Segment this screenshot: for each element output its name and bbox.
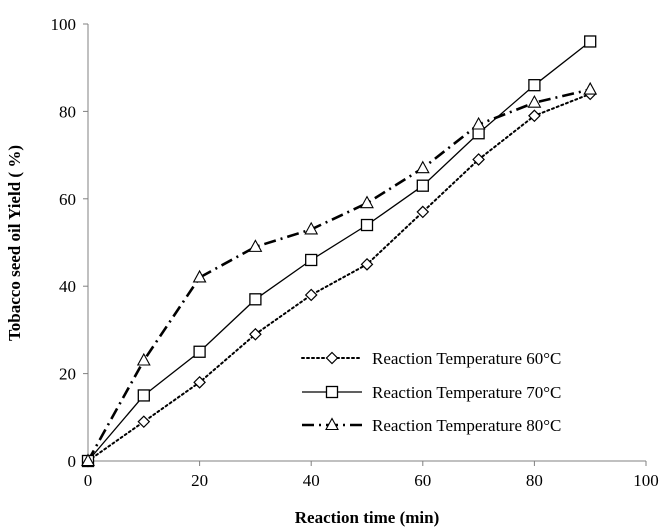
data-point-triangle [471, 116, 486, 130]
data-point-triangle [360, 195, 374, 209]
x-axis-title: Reaction time (min) [295, 508, 439, 527]
ticks [83, 23, 647, 466]
x-tick-label: 40 [303, 471, 320, 490]
tick-labels: 0 20 40 60 80 100 0 20 40 60 80 100 [51, 15, 659, 490]
data-point-square [193, 345, 206, 358]
data-point-triangle [583, 81, 598, 95]
legend-label-1: Reaction Temperature 60°C [372, 349, 561, 368]
legend-marker-diamond [325, 351, 339, 365]
data-point-diamond [137, 415, 151, 429]
y-tick-label: 100 [51, 15, 77, 34]
data-point-triangle [192, 269, 207, 283]
data-point-diamond [249, 327, 262, 341]
data-point-square [416, 179, 429, 192]
y-tick-label: 40 [59, 277, 76, 296]
data-point-triangle [136, 352, 151, 366]
data-point-triangle [81, 453, 95, 467]
y-axis-title: Tobacco seed oil Yield ( %) [5, 145, 24, 341]
data-point-square [249, 293, 262, 306]
y-tick-label: 60 [59, 190, 76, 209]
x-tick-label: 0 [84, 471, 93, 490]
data-point-diamond [193, 375, 206, 389]
series-line-3 [86, 88, 591, 462]
legend: Reaction Temperature 60°C Reaction Temper… [301, 349, 561, 435]
data-point-square [305, 253, 318, 267]
data-point-diamond [416, 205, 430, 219]
data-point-square [360, 218, 374, 232]
data-point-diamond [528, 109, 541, 123]
y-tick-label: 20 [59, 365, 76, 384]
y-tick-label: 0 [68, 452, 77, 471]
data-point-triangle [304, 221, 319, 235]
x-tick-label: 80 [526, 471, 543, 490]
data-point-square [528, 79, 541, 92]
series-lines [86, 40, 592, 462]
legend-marker-triangle [325, 417, 339, 431]
legend-label-2: Reaction Temperature 70°C [372, 383, 561, 402]
data-point-diamond [472, 153, 485, 166]
axes [87, 24, 646, 462]
data-point-diamond [360, 258, 374, 271]
series-line-1 [87, 92, 592, 462]
data-point-triangle [248, 239, 263, 252]
data-point-triangle [415, 160, 430, 174]
legend-label-3: Reaction Temperature 80°C [372, 416, 561, 435]
y-tick-label: 80 [59, 102, 76, 121]
data-point-square [584, 35, 597, 48]
series-markers [81, 35, 598, 468]
x-tick-label: 60 [414, 471, 431, 490]
x-tick-label: 100 [633, 471, 659, 490]
x-tick-label: 20 [191, 471, 208, 490]
data-point-square [137, 389, 150, 402]
data-point-diamond [304, 288, 318, 302]
legend-marker-square [325, 385, 339, 399]
data-point-triangle [527, 95, 542, 108]
series-line-2 [87, 40, 591, 462]
